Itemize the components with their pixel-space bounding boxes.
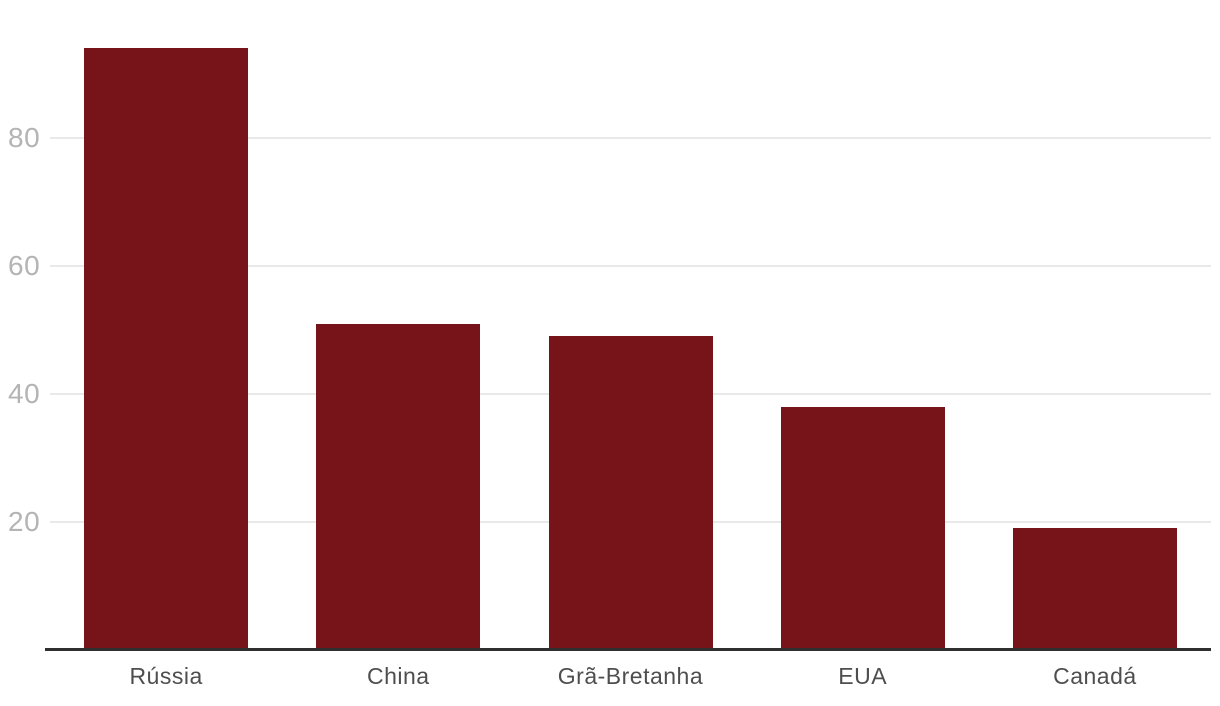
gridline-80: [50, 137, 1211, 139]
x-tick-label: EUA: [838, 663, 888, 689]
x-tick-label: Canadá: [1053, 663, 1137, 689]
y-tick-label: 80: [8, 122, 41, 153]
x-tick-label: China: [366, 663, 430, 689]
y-tick-label: 20: [8, 506, 41, 537]
bar-gr-bretanha: [548, 336, 713, 650]
bar-china: [316, 323, 481, 650]
x-axis-line: [45, 648, 1211, 651]
y-tick-label: 40: [8, 378, 41, 409]
x-tick-label: Rússia: [129, 663, 203, 689]
bar-canad-: [1012, 528, 1177, 650]
y-tick-label: 60: [8, 250, 41, 281]
bar-r-ssia: [84, 48, 249, 650]
gridline-60: [50, 265, 1211, 267]
x-tick-label: Grã-Bretanha: [557, 663, 704, 689]
bar-eua: [780, 406, 945, 650]
